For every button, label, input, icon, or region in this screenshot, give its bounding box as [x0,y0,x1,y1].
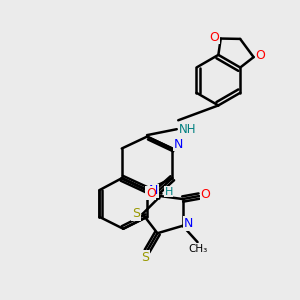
Text: O: O [209,31,219,44]
Text: O: O [146,187,156,200]
Text: N: N [149,184,158,197]
Text: N: N [173,138,183,151]
Text: O: O [201,188,211,201]
Text: O: O [255,49,265,62]
Text: N: N [184,217,193,230]
Text: H: H [164,187,173,196]
Text: CH₃: CH₃ [188,244,208,254]
Text: S: S [142,251,149,264]
Text: S: S [132,207,140,220]
Text: NH: NH [178,123,196,136]
